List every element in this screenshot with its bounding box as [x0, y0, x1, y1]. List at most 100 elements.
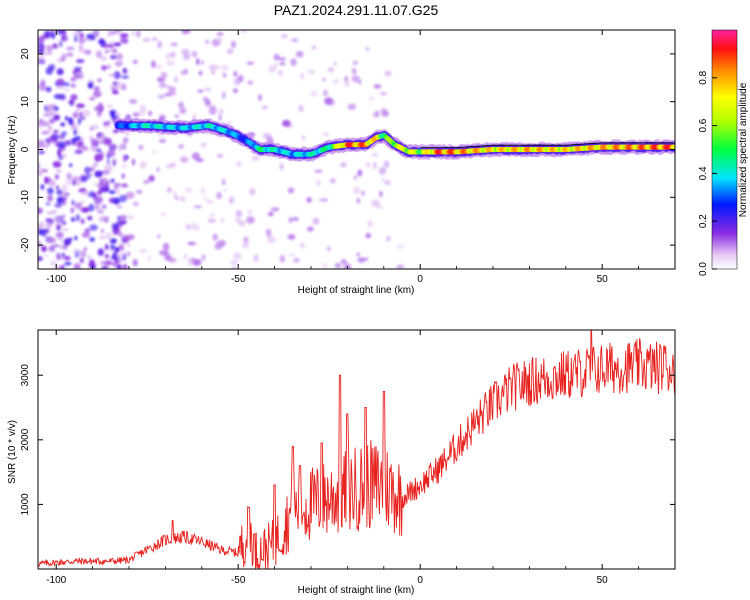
noise-blob [52, 43, 58, 49]
noise-blob [191, 224, 200, 231]
noise-blob [59, 192, 69, 198]
noise-blob [111, 178, 115, 183]
noise-blob [59, 236, 63, 242]
noise-blob [74, 235, 78, 241]
noise-blob [61, 227, 70, 232]
noise-blob [104, 253, 110, 259]
noise-blob [65, 179, 73, 185]
noise-blob [84, 49, 92, 55]
noise-blob [87, 215, 93, 221]
noise-blob [327, 67, 334, 73]
noise-blob [205, 39, 210, 45]
noise-blob [103, 137, 112, 146]
noise-blob [42, 233, 47, 237]
noise-blob [351, 75, 360, 83]
noise-blob [361, 190, 365, 197]
noise-blob [278, 57, 287, 61]
noise-blob [196, 58, 200, 66]
noise-blob [119, 33, 129, 38]
spectrogram-x-tick-label: 0 [417, 274, 423, 285]
noise-blob [240, 30, 248, 33]
noise-blob [81, 145, 88, 149]
noise-blob [44, 218, 52, 222]
noise-blob [113, 71, 121, 80]
noise-blob [174, 114, 180, 118]
noise-blob [322, 77, 326, 82]
noise-blob [66, 52, 74, 57]
noise-blob [115, 183, 121, 187]
noise-blob [95, 50, 103, 59]
noise-blob [51, 104, 57, 108]
noise-blob [233, 88, 238, 94]
noise-blob [38, 240, 42, 248]
noise-blob [247, 80, 254, 85]
noise-blob [91, 266, 96, 269]
noise-blob [112, 197, 120, 205]
noise-blob [279, 62, 286, 66]
noise-blob [174, 75, 178, 84]
noise-blob [74, 202, 83, 210]
noise-blob [262, 132, 272, 139]
noise-blob [228, 196, 235, 205]
noise-blob [207, 218, 216, 223]
spectrogram-ridge [114, 117, 675, 162]
noise-blob [100, 55, 108, 62]
noise-blob [172, 190, 177, 198]
noise-blob [65, 87, 69, 92]
noise-blob [293, 258, 300, 263]
noise-blob [238, 220, 246, 227]
noise-blob [96, 191, 103, 195]
noise-blob [122, 263, 128, 269]
noise-blob [118, 243, 125, 252]
noise-blob [124, 130, 130, 136]
noise-blob [353, 186, 361, 194]
noise-blob [89, 224, 98, 231]
noise-blob [301, 135, 306, 141]
noise-blob [287, 234, 296, 240]
noise-blob [97, 140, 104, 144]
noise-blob [52, 161, 62, 168]
noise-blob [340, 259, 347, 264]
noise-blob [98, 216, 104, 223]
noise-blob [287, 187, 295, 194]
noise-blob [316, 179, 321, 187]
noise-blob [110, 244, 116, 250]
noise-blob [357, 257, 366, 263]
noise-blob [121, 142, 127, 151]
noise-blob [221, 72, 225, 75]
noise-blob [60, 264, 65, 269]
noise-blob [157, 94, 165, 99]
noise-blob [352, 60, 359, 65]
noise-blob [64, 262, 72, 266]
noise-blob [98, 102, 103, 108]
noise-blob [79, 257, 85, 264]
noise-blob [84, 228, 91, 233]
noise-blob [70, 125, 79, 130]
noise-blob [56, 78, 65, 85]
noise-blob [132, 259, 138, 267]
noise-blob [120, 36, 128, 44]
noise-blob [55, 222, 63, 228]
noise-blob [157, 77, 166, 83]
noise-blob [47, 47, 53, 56]
noise-blob [94, 203, 100, 210]
noise-blob [156, 64, 163, 70]
noise-blob [53, 114, 61, 121]
noise-blob [106, 104, 113, 109]
snr-y-axis-label: SNR (10 * v/v) [7, 420, 18, 484]
noise-blob [187, 241, 197, 246]
noise-blob [138, 144, 144, 151]
noise-blob [386, 235, 391, 242]
noise-blob [61, 252, 65, 258]
noise-blob [121, 183, 129, 188]
noise-blob [41, 245, 47, 253]
noise-blob [74, 72, 82, 76]
noise-blob [54, 203, 63, 208]
noise-blob [165, 164, 175, 169]
noise-blob [56, 68, 64, 76]
noise-blob [136, 30, 141, 38]
noise-blob [281, 34, 288, 39]
noise-blob [270, 207, 280, 212]
noise-blob [107, 120, 111, 126]
noise-blob [108, 143, 118, 151]
